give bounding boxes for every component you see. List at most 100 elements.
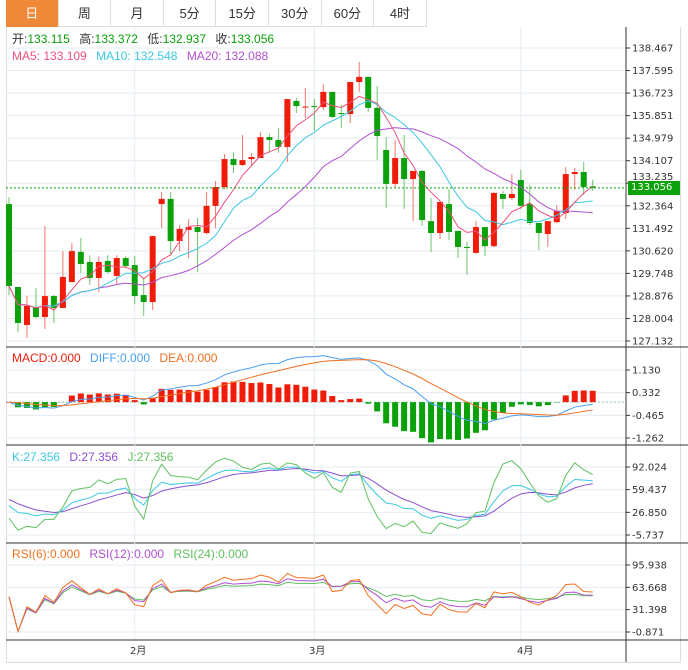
rsi12-value: RSI(12):0.000	[89, 547, 165, 561]
candle-up	[490, 192, 497, 247]
candle-up	[95, 261, 102, 278]
tab-60min[interactable]: 60分	[322, 0, 375, 27]
kdj-j-line	[8, 457, 593, 535]
open-value: 133.115	[27, 32, 70, 46]
candle-down	[526, 204, 533, 223]
macd-bar	[86, 394, 93, 403]
candle-down	[401, 158, 408, 179]
macd-bar	[490, 402, 497, 420]
low-value: 132.937	[162, 32, 206, 46]
open-label: 开:	[12, 32, 28, 46]
tab-week[interactable]: 周	[59, 0, 112, 27]
d-value: D:27.356	[69, 450, 119, 464]
tab-day[interactable]: 日	[6, 0, 59, 27]
rsi12-line	[8, 578, 593, 634]
candle-up	[23, 305, 30, 326]
candle-up	[571, 171, 578, 175]
tab-15min[interactable]: 15分	[216, 0, 269, 27]
macd-bar	[14, 402, 21, 408]
price-tick-label: 132.364	[632, 201, 673, 212]
macd-bar	[499, 402, 506, 413]
candle-down	[14, 287, 21, 323]
candle-up	[203, 205, 210, 234]
macd-bar	[248, 383, 255, 403]
price-tick-label: 127.132	[632, 337, 673, 348]
candle-down	[419, 170, 426, 221]
candle-up	[284, 99, 291, 147]
macd-bar	[293, 384, 300, 403]
macd-bar	[266, 384, 273, 403]
macd-bar	[104, 394, 111, 403]
candle-up	[221, 159, 228, 187]
macd-bar	[392, 402, 399, 427]
candle-up	[257, 137, 264, 159]
macd-bar	[329, 396, 336, 403]
candle-down	[374, 107, 381, 137]
ma20-line	[8, 127, 593, 309]
macd-bar	[239, 381, 246, 403]
macd-bar	[221, 382, 228, 403]
high-label: 高:	[79, 32, 95, 46]
macd-bar	[32, 402, 39, 410]
tab-4hour[interactable]: 4时	[374, 0, 427, 27]
candle-down	[140, 295, 147, 303]
kdj-tick-label: 26.850	[632, 508, 667, 519]
tab-month[interactable]: 月	[111, 0, 164, 27]
macd-bar	[571, 390, 578, 403]
price-tick-label: 134.107	[632, 156, 673, 167]
candle-up	[41, 296, 48, 318]
candle-down	[455, 230, 461, 247]
candle-up	[553, 211, 560, 223]
price-tick-label: 129.748	[632, 269, 673, 280]
macd-bar	[284, 384, 291, 403]
candle-up	[410, 170, 417, 179]
candle-down	[6, 204, 12, 286]
macd-bar	[428, 402, 435, 443]
candle-down	[167, 198, 174, 242]
macd-legend: MACD:0.000 DIFF:0.000 DEA:0.000	[12, 351, 223, 365]
rsi24-line	[8, 581, 593, 633]
macd-bar	[230, 381, 237, 403]
ohlc-legend: 开:133.115 高:133.372 低:132.937 收:133.056	[12, 32, 280, 46]
macd-bar	[149, 397, 156, 403]
ma-legend: MA5: 133.109 MA10: 132.548 MA20: 132.088	[12, 49, 274, 63]
price-tick-label: 138.467	[632, 44, 673, 55]
candle-up	[347, 82, 354, 115]
tab-30min[interactable]: 30分	[269, 0, 322, 27]
candle-down	[580, 171, 587, 187]
candle-up	[562, 174, 569, 214]
macd-bar	[302, 386, 309, 403]
macd-bar	[131, 400, 138, 403]
candle-down	[365, 76, 372, 108]
kdj-d-line	[8, 468, 593, 518]
macd-bar	[437, 402, 444, 440]
candle-down	[122, 258, 129, 267]
tab-5min[interactable]: 5分	[164, 0, 217, 27]
macd-bar	[419, 402, 426, 439]
macd-bar	[365, 402, 372, 404]
candle-up	[239, 160, 246, 166]
kdj-tick-label: 92.024	[632, 463, 667, 474]
dea-line	[8, 359, 593, 416]
price-tick-label: 133.235	[632, 172, 673, 183]
candle-up	[59, 276, 66, 308]
candle-up	[176, 228, 183, 242]
macd-bar	[167, 389, 174, 403]
candle-down	[275, 139, 282, 147]
price-tick-label: 130.620	[632, 246, 673, 257]
macd-bar	[455, 402, 461, 440]
macd-bar	[383, 402, 390, 424]
candle-down	[86, 261, 93, 278]
kdj-tick-label: -5.737	[632, 531, 664, 542]
candle-down	[428, 221, 435, 234]
macd-bar	[481, 402, 488, 431]
macd-bar	[472, 402, 479, 433]
macd-value: MACD:0.000	[12, 351, 81, 365]
price-tick-label: 136.723	[632, 89, 673, 100]
candle-down	[329, 91, 336, 117]
macd-bar	[23, 402, 30, 408]
candle-down	[481, 227, 488, 247]
macd-bar	[562, 395, 569, 403]
rsi6-line	[8, 572, 593, 634]
